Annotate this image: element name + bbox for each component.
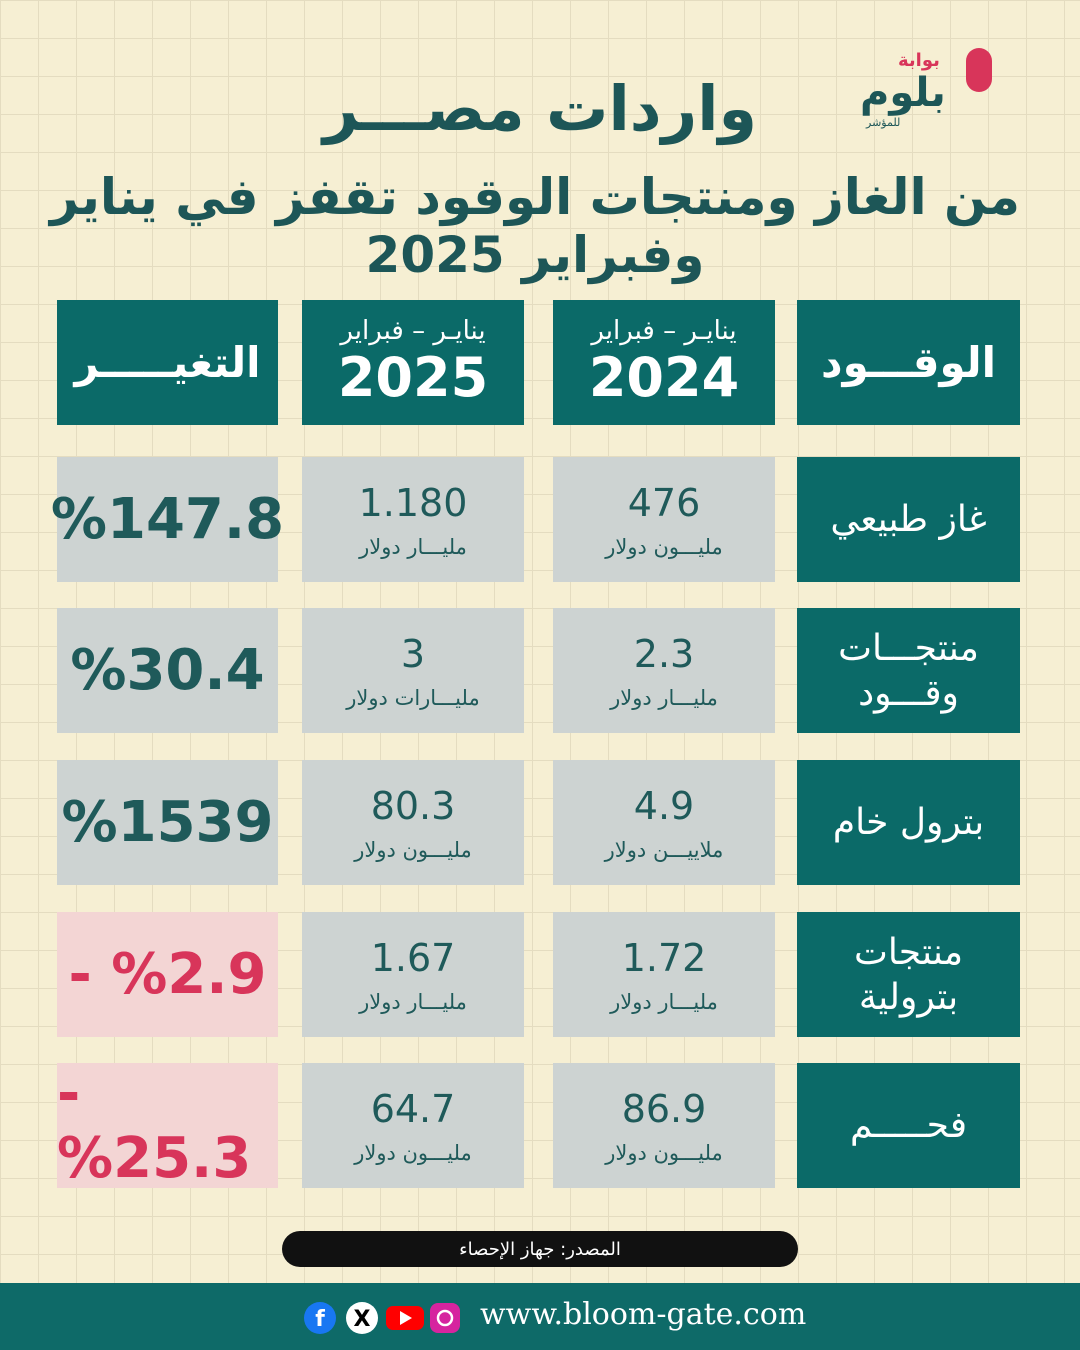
unit: مليـــون دولار <box>354 837 472 862</box>
svg-text:X: X <box>354 1307 371 1332</box>
header-label: ينايـر – فبراير <box>591 316 737 346</box>
svg-text:f: f <box>315 1307 325 1332</box>
unit: مليـــار دولار <box>359 989 467 1014</box>
header-cell: التغيـــــر <box>57 300 278 425</box>
unit: ملاييـــن دولار <box>604 837 724 862</box>
source: المصدر: جهاز الإحصاء <box>282 1231 798 1267</box>
value: 1.72 <box>621 935 707 980</box>
value: 3 <box>400 631 426 676</box>
change-cell: %30.4 <box>57 608 278 733</box>
unit: مليـــارات دولار <box>346 685 480 710</box>
unit: مليـــون دولار <box>605 534 723 559</box>
value-cell: 1.67 مليـــار دولار <box>302 912 524 1037</box>
logo-top: بوابة <box>898 50 940 71</box>
value-cell: 80.3 مليـــون دولار <box>302 760 524 885</box>
value: 476 <box>627 480 701 525</box>
subtitle: من الغاز ومنتجات الوقود تقفز في يناير وف… <box>49 168 1021 284</box>
value: 1.180 <box>358 480 468 525</box>
item-label: بترول خام <box>832 802 985 843</box>
value-cell: 4.9 ملاييـــن دولار <box>553 760 775 885</box>
value: 86.9 <box>621 1086 707 1131</box>
value-cell: 2.3 مليـــار دولار <box>553 608 775 733</box>
value-cell: 3 مليـــارات دولار <box>302 608 524 733</box>
value: 1.67 <box>370 935 456 980</box>
value-cell: 64.7 مليـــون دولار <box>302 1063 524 1188</box>
website: www.bloom-gate.com <box>480 1297 807 1332</box>
value-cell: 476 مليـــون دولار <box>553 457 775 582</box>
value: 2.3 <box>633 631 695 676</box>
header-year: 2024 <box>588 346 740 409</box>
item-label: فحـــــم <box>849 1105 968 1146</box>
header-label: ينايـر – فبراير <box>340 316 486 346</box>
logo-name: بلوم <box>860 70 946 116</box>
logo-tagline: للمؤشر <box>866 116 901 129</box>
value-cell: 1.72 مليـــار دولار <box>553 912 775 1037</box>
social-icons: f X <box>304 1302 460 1334</box>
value: 4.9 <box>633 783 695 828</box>
unit: مليـــار دولار <box>610 989 718 1014</box>
unit: مليـــون دولار <box>605 1140 723 1165</box>
header-label: الوقـــود <box>821 338 996 387</box>
unit: مليـــار دولار <box>359 534 467 559</box>
item-label: منتجـــات وقـــود <box>838 627 979 714</box>
value-cell: 86.9 مليـــون دولار <box>553 1063 775 1188</box>
change: - %25.3 <box>57 1060 252 1191</box>
change: %147.8 <box>50 487 285 552</box>
change-cell: %147.8 <box>51 457 284 582</box>
header-cell: ينايـر – فبراير 2024 <box>553 300 775 425</box>
value: 64.7 <box>370 1086 456 1131</box>
item-cell: بترول خام <box>797 760 1020 885</box>
value-cell: 1.180 مليـــار دولار <box>302 457 524 582</box>
item-cell: فحـــــم <box>797 1063 1020 1188</box>
logo-mic <box>966 48 992 92</box>
item-cell: منتجات بترولية <box>797 912 1020 1037</box>
change: - %2.9 <box>68 942 267 1007</box>
item-label: غاز طبيعي <box>830 499 987 540</box>
change-cell: %1539 <box>57 760 278 885</box>
header-year: 2025 <box>337 346 489 409</box>
unit: مليـــون دولار <box>354 1140 472 1165</box>
unit: مليـــار دولار <box>610 685 718 710</box>
change-cell: - %25.3 <box>57 1060 278 1191</box>
item-cell: غاز طبيعي <box>797 457 1020 582</box>
change: %1539 <box>61 790 274 855</box>
header-cell: ينايـر – فبراير 2025 <box>302 300 524 425</box>
header-cell: الوقـــود <box>797 300 1020 425</box>
footer-bar <box>0 1283 1080 1350</box>
change: %30.4 <box>70 638 265 703</box>
change-cell: - %2.9 <box>57 912 278 1037</box>
header-label: التغيـــــر <box>74 338 261 387</box>
value: 80.3 <box>370 783 456 828</box>
title: واردات مصـــر <box>322 72 758 145</box>
item-label: منتجات بترولية <box>853 931 964 1018</box>
item-cell: منتجـــات وقـــود <box>797 608 1020 733</box>
